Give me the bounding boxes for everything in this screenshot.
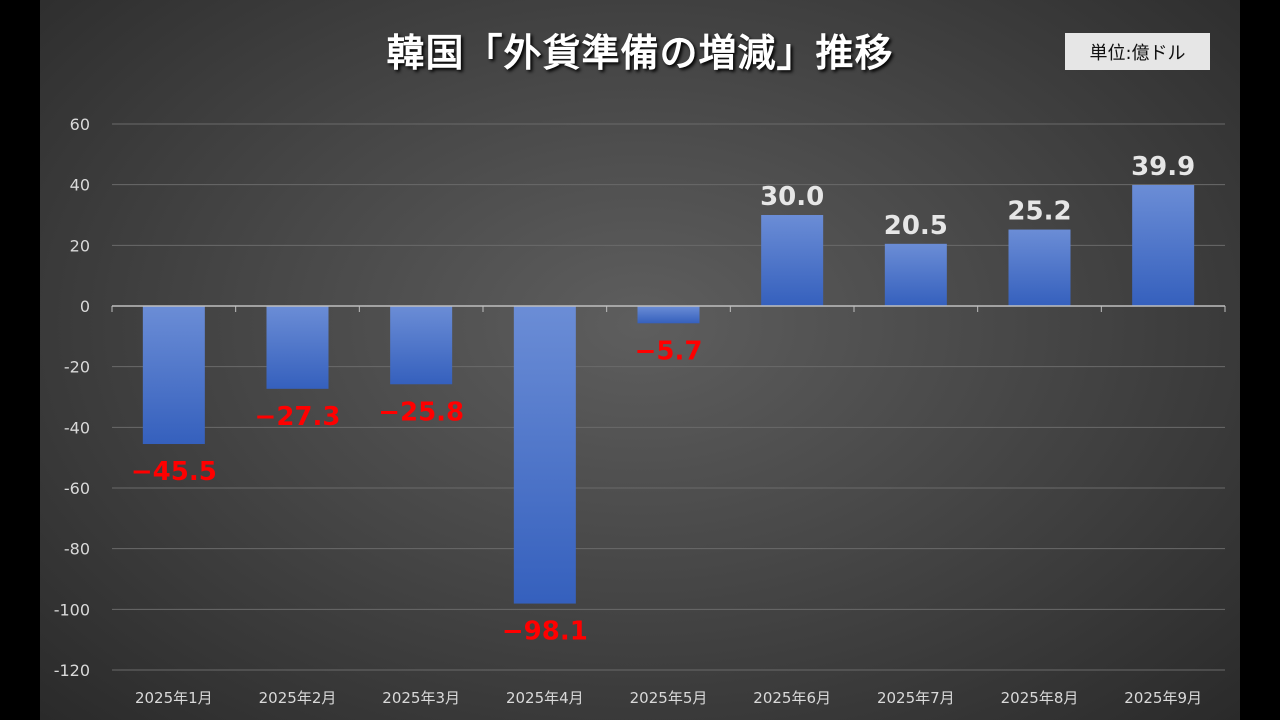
bar <box>513 306 576 604</box>
bar <box>1008 229 1071 306</box>
y-tick-label: 60 <box>70 115 90 134</box>
x-tick-label: 2025年7月 <box>877 689 955 707</box>
data-label: 39.9 <box>1131 152 1195 182</box>
y-tick-label: -120 <box>54 661 90 680</box>
x-tick-label: 2025年4月 <box>506 689 584 707</box>
y-tick-label: -80 <box>64 540 90 559</box>
data-label: 20.5 <box>884 211 948 241</box>
y-tick-label: -40 <box>64 418 90 437</box>
x-tick-label: 2025年6月 <box>753 689 831 707</box>
y-tick-label: -60 <box>64 479 90 498</box>
y-tick-label: 40 <box>70 176 90 195</box>
data-label: −45.5 <box>131 457 217 487</box>
data-label: −25.8 <box>378 397 464 427</box>
data-label: 25.2 <box>1007 197 1071 227</box>
data-label: −98.1 <box>502 617 588 647</box>
x-tick-label: 2025年5月 <box>630 689 708 707</box>
bar <box>884 243 947 306</box>
data-label: −5.7 <box>635 336 703 366</box>
chart-background <box>40 0 1240 720</box>
chart-title: 韓国「外貨準備の増減」推移 <box>386 31 894 75</box>
x-tick-label: 2025年2月 <box>259 689 337 707</box>
y-tick-label: -20 <box>64 358 90 377</box>
data-label: 30.0 <box>760 182 824 212</box>
y-tick-label: 20 <box>70 236 90 255</box>
x-tick-label: 2025年8月 <box>1001 689 1079 707</box>
bar <box>142 306 205 445</box>
bar <box>761 215 824 306</box>
data-label: −27.3 <box>255 402 341 432</box>
x-tick-label: 2025年1月 <box>135 689 213 707</box>
bar <box>1132 184 1195 306</box>
bar <box>266 306 329 389</box>
x-tick-label: 2025年3月 <box>382 689 460 707</box>
y-tick-label: -100 <box>54 600 90 619</box>
unit-label: 単位:億ドル <box>1065 33 1210 70</box>
bar <box>390 306 453 385</box>
bar <box>637 306 700 324</box>
y-tick-label: 0 <box>80 297 90 316</box>
x-tick-label: 2025年9月 <box>1124 689 1202 707</box>
